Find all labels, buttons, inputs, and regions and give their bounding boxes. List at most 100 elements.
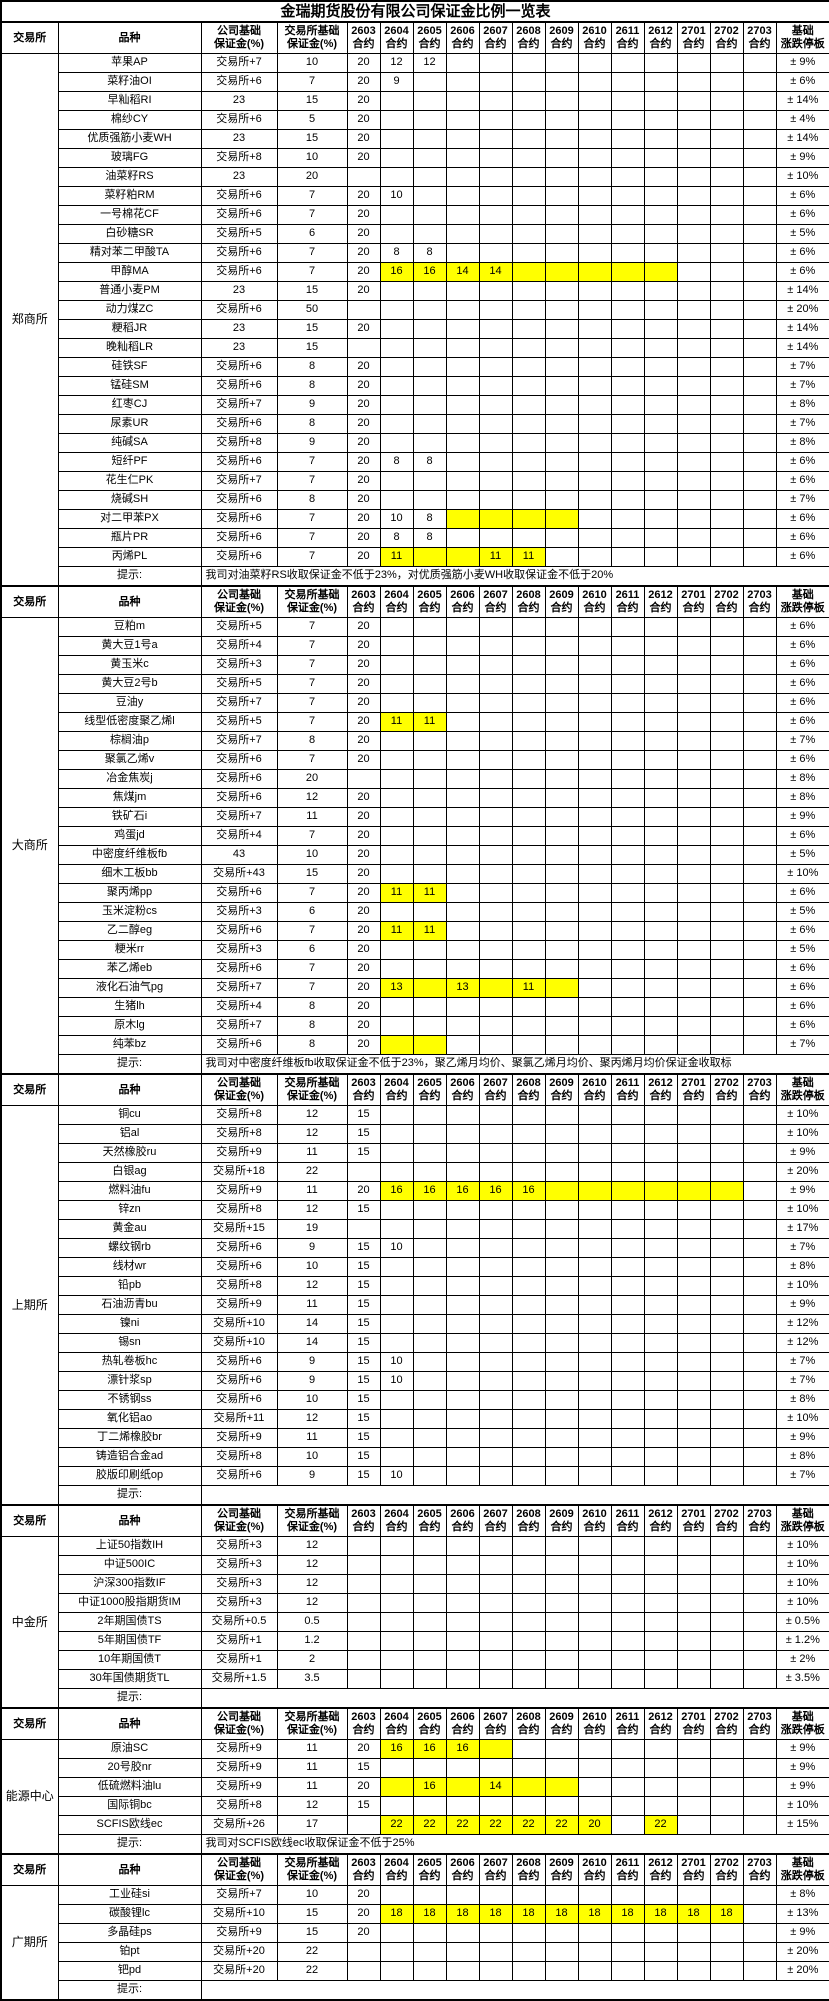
contract-value-cell: [511, 655, 546, 675]
contract-value-cell: [709, 1447, 744, 1467]
exchange-margin-cell: 8: [276, 1035, 348, 1055]
limit-cell: ± 14%: [775, 338, 829, 358]
col-header-exchange: 交易所: [0, 585, 59, 618]
product-cell: 线型低密度聚乙烯l: [57, 712, 202, 732]
contract-value-cell: [445, 1612, 480, 1632]
contract-value-cell: 22: [478, 1815, 513, 1835]
contract-value-cell: [709, 807, 744, 827]
contract-value-cell: [544, 674, 579, 694]
contract-value-cell: [478, 395, 513, 415]
contract-value-cell: [379, 1143, 414, 1163]
contract-value-cell: [742, 1777, 777, 1797]
table-row: 氧化铝ao 交易所+11 12 15 ± 10%: [1, 1409, 829, 1429]
contract-value-cell: 20: [346, 91, 381, 111]
contract-value-cell: [544, 433, 579, 453]
table-row: 线材wr 交易所+6 10 15 ± 8%: [1, 1257, 829, 1277]
contract-value-cell: 14: [478, 1777, 513, 1797]
contract-value-cell: [709, 1105, 744, 1125]
exchange-margin-cell: 6: [276, 902, 348, 922]
exchange-margin-cell: 7: [276, 509, 348, 529]
contract-value-cell: [412, 940, 447, 960]
exchange-margin-cell: 8: [276, 357, 348, 377]
contract-suffix: 合约: [616, 1724, 639, 1736]
contract-value-cell: [643, 731, 678, 751]
exchange-margin-cell: 8: [276, 731, 348, 751]
contract-value-cell: 20: [346, 712, 381, 732]
contract-value-cell: [577, 1016, 612, 1036]
company-margin-cell: 交易所+6: [200, 547, 278, 567]
contract-code: 2612: [648, 589, 673, 602]
col-header-exchange-base: 交易所基础 保证金(%): [276, 1707, 348, 1740]
contract-value-cell: [445, 1777, 480, 1797]
contract-suffix: 合约: [517, 1870, 540, 1882]
col-header-contract: 2606 合约: [445, 1707, 480, 1740]
contract-value-cell: [709, 281, 744, 301]
contract-value-cell: 20: [346, 452, 381, 472]
contract-value-cell: [643, 1777, 678, 1797]
contract-value-cell: [709, 1428, 744, 1448]
contract-code: 2608: [516, 1077, 541, 1090]
contract-value-cell: [544, 1961, 579, 1981]
contract-value-cell: [445, 1371, 480, 1391]
contract-value-cell: [610, 1238, 645, 1258]
table-row: 20号胶nr 交易所+9 11 15 ± 9%: [1, 1758, 829, 1778]
contract-value-cell: [511, 807, 546, 827]
contract-value-cell: [544, 1777, 579, 1797]
contract-value-cell: [379, 205, 414, 225]
product-cell: 热轧卷板hc: [57, 1352, 202, 1372]
contract-value-cell: [544, 1885, 579, 1905]
contract-value-cell: [544, 471, 579, 491]
contract-value-cell: [676, 788, 711, 808]
contract-code: 2605: [417, 1508, 442, 1521]
contract-value-cell: [445, 1143, 480, 1163]
product-cell: 菜籽粕RM: [57, 186, 202, 206]
contract-value-cell: [412, 1390, 447, 1410]
contract-value-cell: [379, 1447, 414, 1467]
contract-value-cell: [610, 1428, 645, 1448]
contract-value-cell: [346, 300, 381, 320]
limit-cell: ± 6%: [775, 693, 829, 713]
limit-cell: ± 3.5%: [775, 1669, 829, 1689]
table-row: 白砂糖SR 交易所+5 6 20 ± 5%: [1, 224, 829, 244]
exchange-margin-cell: 7: [276, 636, 348, 656]
contract-value-cell: [445, 959, 480, 979]
contract-value-cell: [643, 1574, 678, 1594]
contract-value-cell: [610, 376, 645, 396]
contract-value-cell: [346, 1219, 381, 1239]
contract-value-cell: [577, 357, 612, 377]
product-cell: 液化石油气pg: [57, 978, 202, 998]
contract-suffix: 合约: [748, 38, 771, 50]
contract-code: 2703: [747, 589, 772, 602]
contract-value-cell: [676, 357, 711, 377]
contract-value-cell: [544, 1314, 579, 1334]
product-cell: 焦煤jm: [57, 788, 202, 808]
contract-suffix: 合约: [583, 1090, 606, 1102]
limit-cell: ± 7%: [775, 376, 829, 396]
contract-value-cell: [643, 224, 678, 244]
contract-value-cell: [742, 693, 777, 713]
contract-value-cell: 15: [346, 1371, 381, 1391]
contract-value-cell: [610, 1536, 645, 1556]
contract-value-cell: [577, 883, 612, 903]
contract-value-cell: [610, 1923, 645, 1943]
contract-value-cell: [610, 1669, 645, 1689]
product-cell: 钯pd: [57, 1961, 202, 1981]
contract-value-cell: [544, 807, 579, 827]
limit-cell: ± 9%: [775, 1181, 829, 1201]
contract-value-cell: 20: [346, 921, 381, 941]
contract-value-cell: [379, 395, 414, 415]
contract-value-cell: [478, 826, 513, 846]
contract-value-cell: [709, 693, 744, 713]
contract-value-cell: [676, 693, 711, 713]
contract-value-cell: [544, 1035, 579, 1055]
contract-value-cell: [544, 712, 579, 732]
col-header-company-base: 公司基础 保证金(%): [200, 1707, 278, 1740]
contract-value-cell: [445, 72, 480, 92]
contract-value-cell: [445, 1631, 480, 1651]
contract-value-cell: [379, 1016, 414, 1036]
contract-value-cell: [478, 1295, 513, 1315]
company-margin-cell: 交易所+7: [200, 53, 278, 73]
contract-value-cell: [709, 471, 744, 491]
contract-value-cell: [676, 1777, 711, 1797]
contract-value-cell: [610, 1219, 645, 1239]
